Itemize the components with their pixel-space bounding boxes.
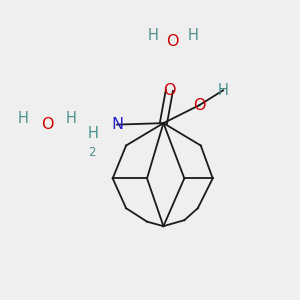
Text: H: H bbox=[18, 111, 28, 126]
Text: H: H bbox=[188, 28, 199, 43]
Text: O: O bbox=[166, 34, 178, 49]
Text: H: H bbox=[218, 83, 229, 98]
Text: H: H bbox=[148, 28, 158, 43]
Text: H: H bbox=[65, 111, 76, 126]
Text: N: N bbox=[111, 117, 123, 132]
Text: 2: 2 bbox=[88, 146, 95, 160]
Text: O: O bbox=[193, 98, 206, 113]
Text: O: O bbox=[41, 117, 53, 132]
Text: H: H bbox=[88, 126, 99, 141]
Text: O: O bbox=[163, 83, 176, 98]
